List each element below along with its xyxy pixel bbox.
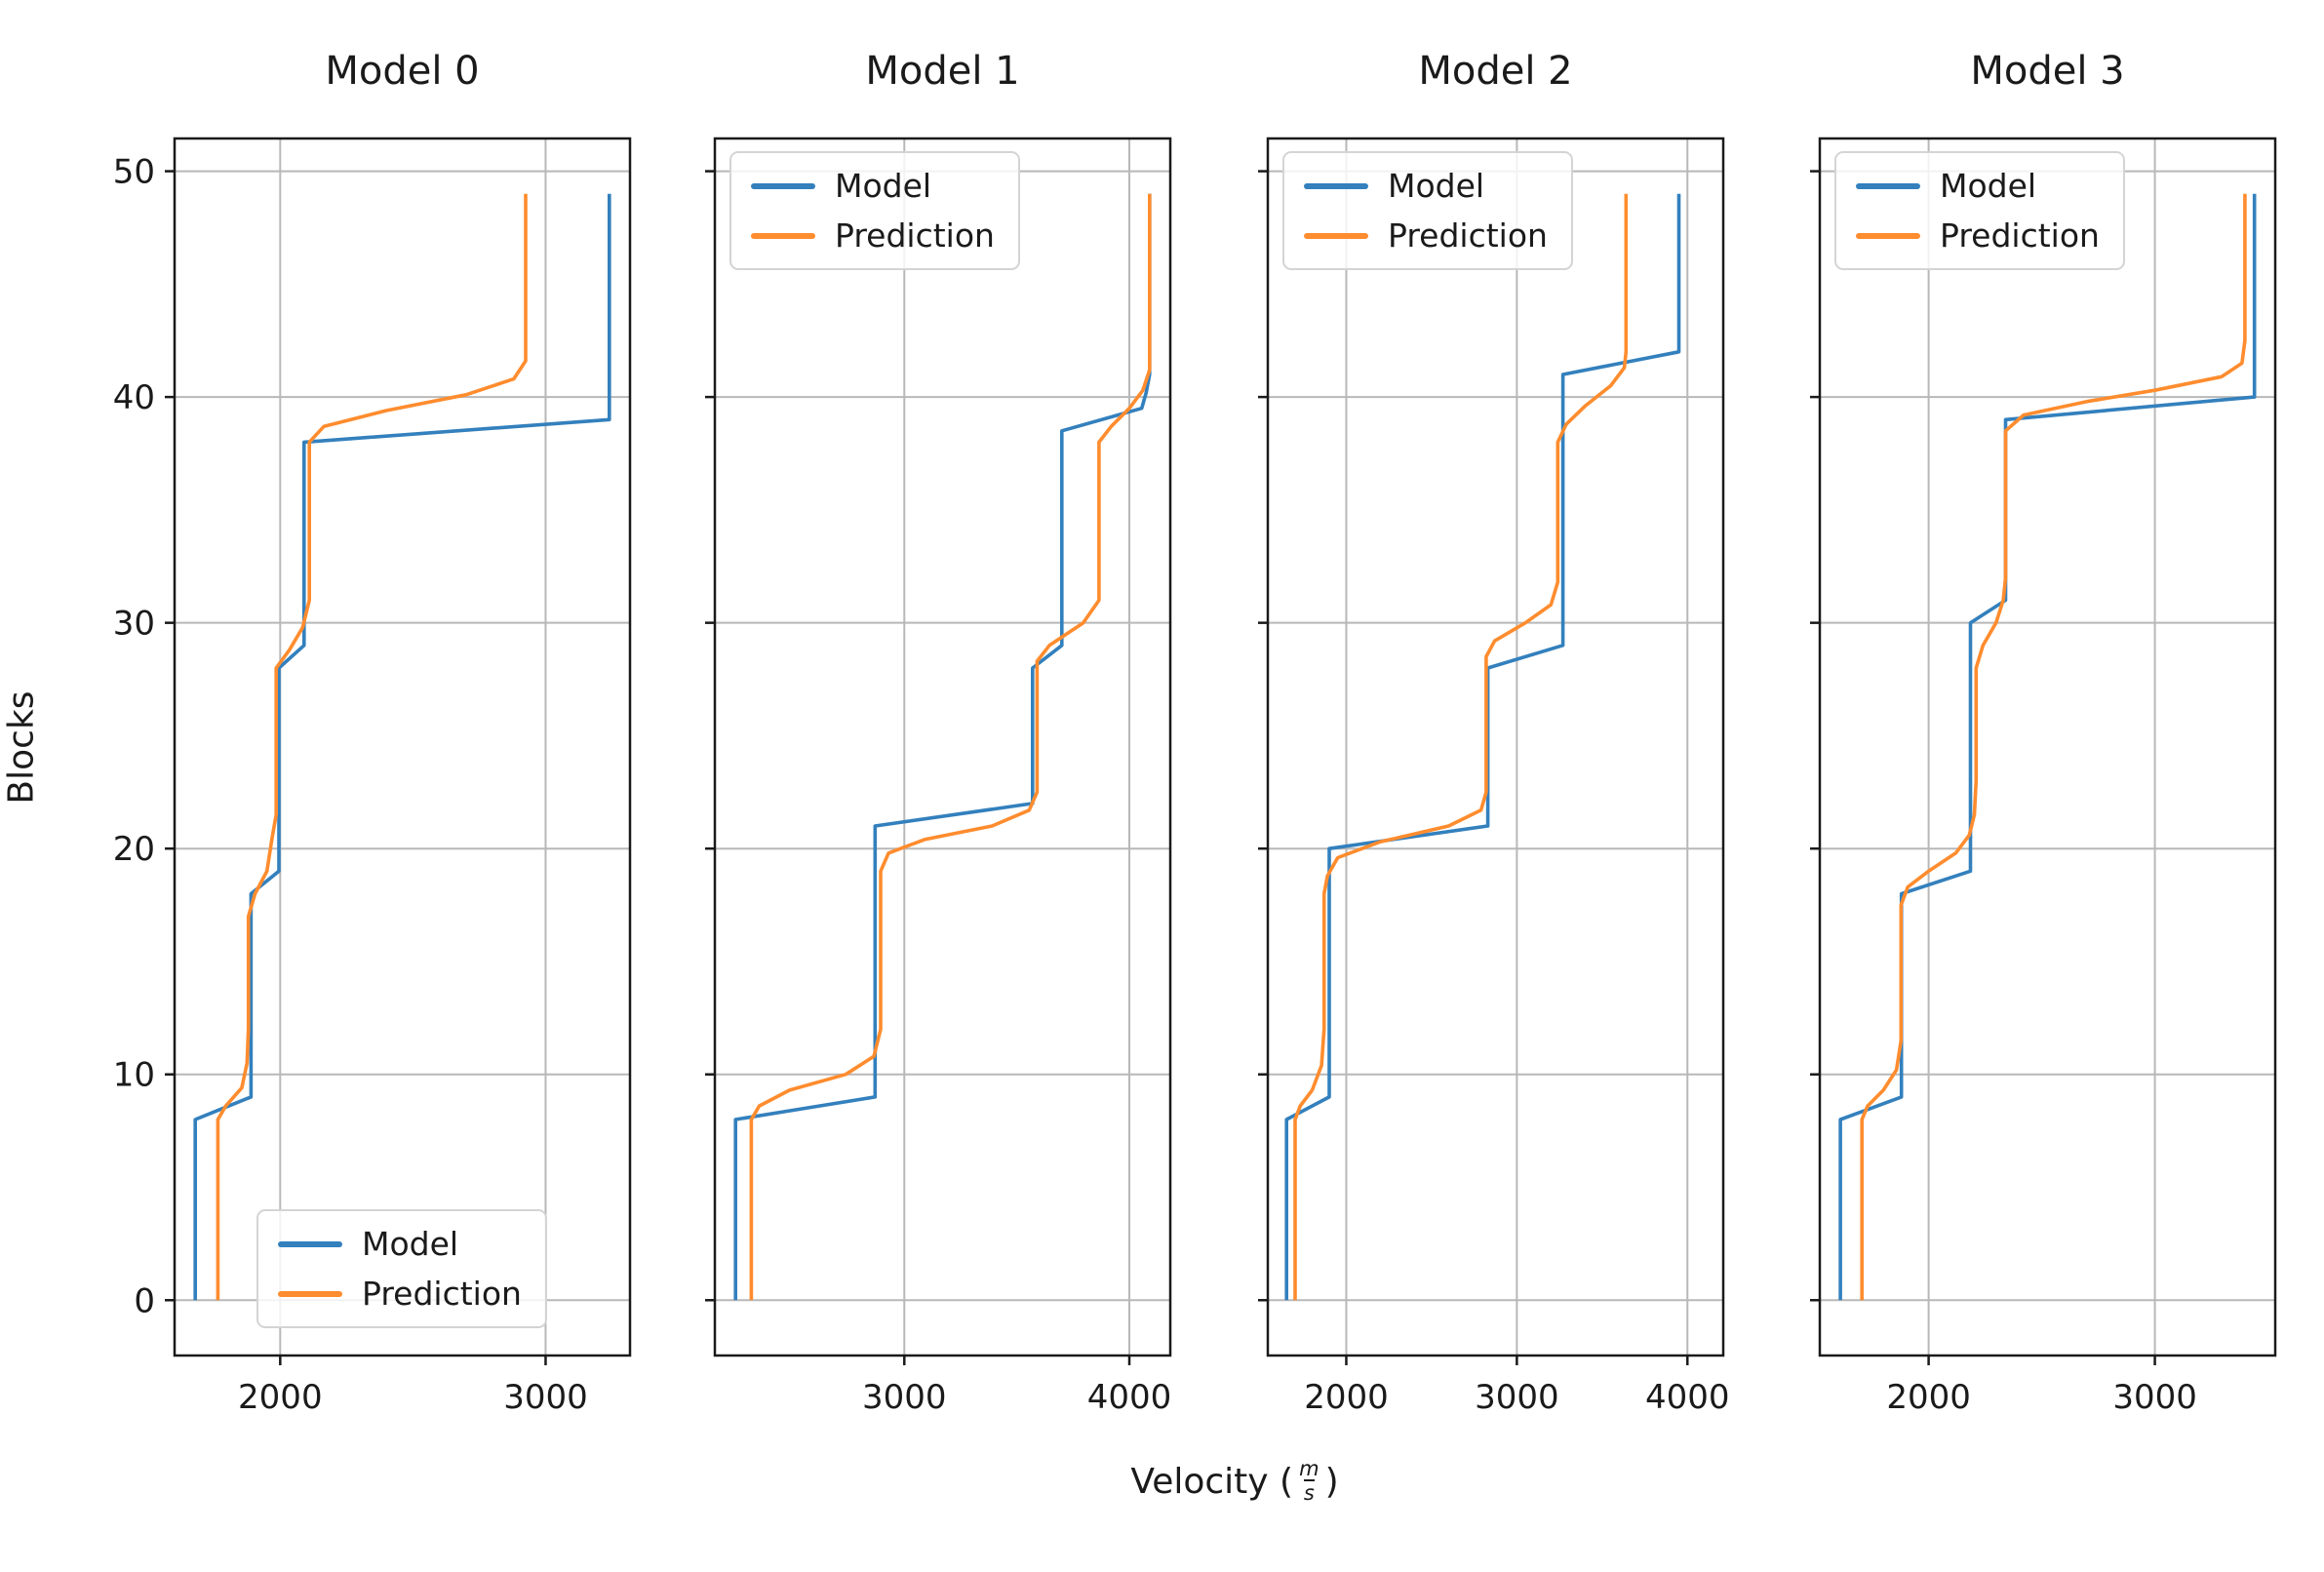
y-tick-label: 50 — [113, 153, 155, 192]
legend-chart-3: Model Prediction — [1834, 151, 2125, 270]
legend-chart-2: Model Prediction — [1282, 151, 1573, 270]
axes-spines — [713, 137, 1172, 1357]
legend-line-swatch — [278, 1290, 342, 1297]
chart-title-model-0: Model 0 — [325, 49, 480, 94]
subplot-0: 2000 3000 0 10 20 30 40 50 — [113, 137, 632, 1417]
x-tick-label: 4000 — [1645, 1378, 1730, 1417]
series-prediction-line — [1293, 193, 1629, 1301]
subplot-2: 2000 3000 4000 — [1258, 137, 1730, 1417]
x-tick-label: 2000 — [1304, 1378, 1389, 1417]
x-tick-label: 3000 — [1475, 1378, 1559, 1417]
y-tick-label: 40 — [113, 378, 155, 417]
fraction-denominator: s — [1303, 1479, 1315, 1505]
x-tick-label: 3000 — [862, 1378, 947, 1417]
chart-title-model-1: Model 1 — [865, 49, 1020, 94]
y-axis-label: Blocks — [1, 690, 42, 805]
legend-entry: Prediction — [278, 1275, 522, 1313]
fraction-numerator: m — [1299, 1457, 1320, 1480]
legend-line-swatch — [1856, 232, 1920, 239]
x-tick-label: 3000 — [2112, 1378, 2197, 1417]
legend-entry: Prediction — [751, 216, 995, 255]
series-prediction-line — [216, 193, 528, 1301]
legend-line-swatch — [1856, 182, 1920, 189]
legend-entry-label: Model — [1940, 167, 2037, 205]
y-tick-label: 0 — [134, 1281, 155, 1320]
x-axis-label-prefix: Velocity ( — [1130, 1461, 1294, 1502]
legend-entry: Model — [278, 1225, 522, 1263]
legend-line-swatch — [751, 182, 815, 189]
chart-title-model-2: Model 2 — [1418, 49, 1573, 94]
legend-entry-label: Prediction — [1940, 216, 2100, 255]
legend-line-swatch — [751, 232, 815, 239]
x-tick-label: 4000 — [1087, 1378, 1172, 1417]
legend-entry: Prediction — [1856, 216, 2100, 255]
legend-line-swatch — [1304, 232, 1368, 239]
legend-entry-label: Model — [362, 1225, 459, 1263]
legend-entry-label: Model — [1388, 167, 1485, 205]
axes-spines — [173, 137, 632, 1357]
series-model-line — [733, 193, 1152, 1301]
legend-entry: Model — [1856, 167, 2100, 205]
legend-line-swatch — [1304, 182, 1368, 189]
legend-line-swatch — [278, 1240, 342, 1247]
legend-entry: Prediction — [1304, 216, 1548, 255]
legend-entry-label: Model — [835, 167, 932, 205]
subplot-1: 3000 4000 — [705, 137, 1172, 1417]
legend-entry: Model — [1304, 167, 1548, 205]
y-tick-label: 30 — [113, 605, 155, 644]
x-tick-label: 2000 — [238, 1378, 323, 1417]
subplot-3: 2000 3000 — [1810, 137, 2277, 1417]
legend-entry: Model — [751, 167, 995, 205]
y-tick-label: 10 — [113, 1056, 155, 1095]
legend-chart-0: Model Prediction — [256, 1209, 547, 1328]
x-tick-label: 3000 — [503, 1378, 588, 1417]
x-axis-label-suffix: ) — [1324, 1461, 1339, 1502]
series-model-line — [193, 193, 611, 1301]
axes-spines — [1266, 137, 1725, 1357]
chart-title-model-3: Model 3 — [1970, 49, 2125, 94]
legend-entry-label: Prediction — [362, 1275, 522, 1313]
legend-entry-label: Prediction — [1388, 216, 1548, 255]
x-tick-label: 2000 — [1886, 1378, 1971, 1417]
y-tick-label: 20 — [113, 830, 155, 869]
legend-chart-1: Model Prediction — [729, 151, 1020, 270]
series-prediction-line — [749, 193, 1152, 1301]
series-model-line — [1838, 193, 2257, 1301]
axes-spines — [1818, 137, 2277, 1357]
legend-entry-label: Prediction — [835, 216, 995, 255]
x-axis-label: Velocity (m s) — [1030, 1459, 1439, 1504]
series-prediction-line — [1860, 193, 2247, 1301]
